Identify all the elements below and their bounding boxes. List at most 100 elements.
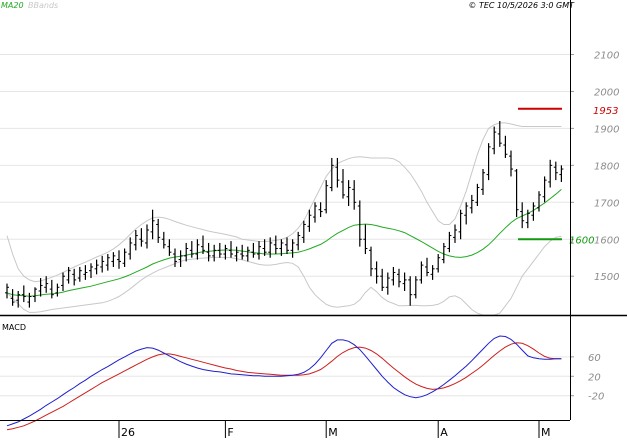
ohlc-bar: [206, 242, 211, 262]
ohlc-bar: [380, 268, 385, 291]
copyright-text: © TEC 10/5/2026 3:0 GMT: [468, 1, 575, 10]
ohlc-bar: [55, 283, 60, 297]
price-tick-label-1800: 1800: [594, 161, 619, 172]
price-tick-label-2000: 2000: [594, 87, 619, 98]
ma20-path: [6, 189, 562, 297]
ohlc-bar: [413, 276, 418, 299]
ohlc-bar: [553, 161, 558, 181]
macd-tick-label-2: 60: [588, 353, 601, 364]
price-bars: [5, 121, 564, 308]
ohlc-bar: [296, 231, 301, 251]
price-tick-label-1600: 1600: [594, 235, 619, 246]
ohlc-bar: [240, 244, 245, 260]
ohlc-bar: [262, 239, 267, 256]
price-tick-label-2100: 2100: [594, 50, 619, 61]
ohlc-bar: [245, 246, 250, 262]
bb-upper-line: [6, 122, 562, 283]
ohlc-bar: [27, 292, 32, 308]
ohlc-bar: [363, 224, 368, 255]
ohlc-bar: [369, 246, 373, 277]
ohlc-bar: [475, 183, 480, 206]
ohlc-bar: [156, 218, 161, 243]
ohlc-bar: [385, 272, 390, 295]
macd-tick-label-1: 20: [588, 372, 601, 383]
ohlc-bar: [469, 194, 474, 214]
ohlc-bar: [49, 279, 54, 299]
ohlc-bar: [408, 276, 413, 306]
date-x-axis: 26 F M A M: [118, 420, 551, 439]
ohlc-bar: [441, 242, 446, 264]
ohlc-bar: [531, 202, 536, 221]
ohlc-bar: [559, 165, 564, 182]
ohlc-bar: [279, 239, 284, 256]
ohlc-bar: [161, 231, 166, 249]
ohlc-bar: [217, 242, 222, 258]
ohlc-bar: [436, 254, 441, 273]
x-label-3: A: [440, 426, 448, 439]
ohlc-bar: [16, 290, 21, 308]
ohlc-bar: [346, 180, 351, 206]
ohlc-bar: [273, 235, 278, 255]
bbands-legend: BBands: [28, 1, 58, 10]
ohlc-bar: [313, 202, 317, 223]
ohlc-bar: [492, 126, 497, 155]
ohlc-bar: [189, 241, 194, 258]
ohlc-bar: [419, 261, 424, 284]
ohlc-bar: [341, 169, 345, 199]
ohlc-bar: [10, 289, 15, 306]
support-resistance-levels: 1953 1600: [518, 106, 618, 246]
ohlc-bar: [178, 250, 183, 267]
ohlc-bar: [184, 242, 189, 262]
ma20-legend: MA20: [1, 1, 24, 10]
ohlc-bar: [94, 259, 99, 275]
ohlc-bar: [391, 266, 396, 286]
support-label: 1600: [569, 235, 594, 246]
ohlc-bar: [318, 202, 323, 218]
ohlc-bar: [111, 252, 116, 267]
macd-title: MACD: [2, 323, 26, 332]
ohlc-bar: [268, 237, 273, 258]
ohlc-bar: [352, 180, 357, 210]
ohlc-bar: [357, 200, 362, 247]
ohlc-bar: [520, 202, 525, 229]
ohlc-bar: [447, 231, 452, 253]
ohlc-bar: [167, 239, 172, 256]
ohlc-bar: [486, 143, 491, 181]
ohlc-bar: [223, 244, 228, 260]
resistance-label: 1953: [593, 106, 618, 117]
ohlc-bar: [525, 209, 530, 229]
ohlc-bar: [173, 248, 177, 267]
ohlc-bar: [307, 209, 312, 232]
ohlc-bar: [324, 180, 329, 214]
ohlc-bar: [33, 287, 37, 303]
bollinger-bands: [6, 122, 562, 316]
ohlc-bar: [458, 209, 463, 240]
x-label-1: F: [227, 426, 233, 439]
ohlc-bar: [44, 276, 49, 293]
ohlc-bar: [285, 237, 289, 255]
ohlc-bar: [38, 278, 43, 297]
ohlc-bar: [335, 157, 340, 188]
ohlc-bar: [150, 209, 155, 240]
bb-lower-line: [6, 235, 562, 316]
ohlc-bar: [105, 254, 110, 271]
macd-tick-label-0: -20: [588, 392, 604, 403]
macd-signal-line: [6, 342, 562, 431]
ohlc-bar: [425, 257, 429, 277]
ohlc-bar: [77, 266, 82, 282]
ohlc-bar: [100, 255, 105, 273]
ohlc-bar: [234, 246, 239, 262]
ohlc-bar: [133, 230, 138, 251]
ohlc-bar: [128, 237, 133, 260]
ohlc-bar: [537, 191, 541, 212]
ohlc-bar: [503, 135, 508, 158]
chart-frame: [0, 0, 627, 421]
ohlc-bar: [201, 235, 205, 255]
ohlc-bar: [5, 283, 9, 299]
ohlc-bar: [374, 261, 379, 284]
ohlc-bar: [497, 121, 502, 147]
macd-line: [6, 335, 562, 427]
ohlc-bar: [542, 176, 547, 203]
ohlc-bar: [402, 272, 407, 291]
ohlc-bar: [430, 265, 435, 280]
